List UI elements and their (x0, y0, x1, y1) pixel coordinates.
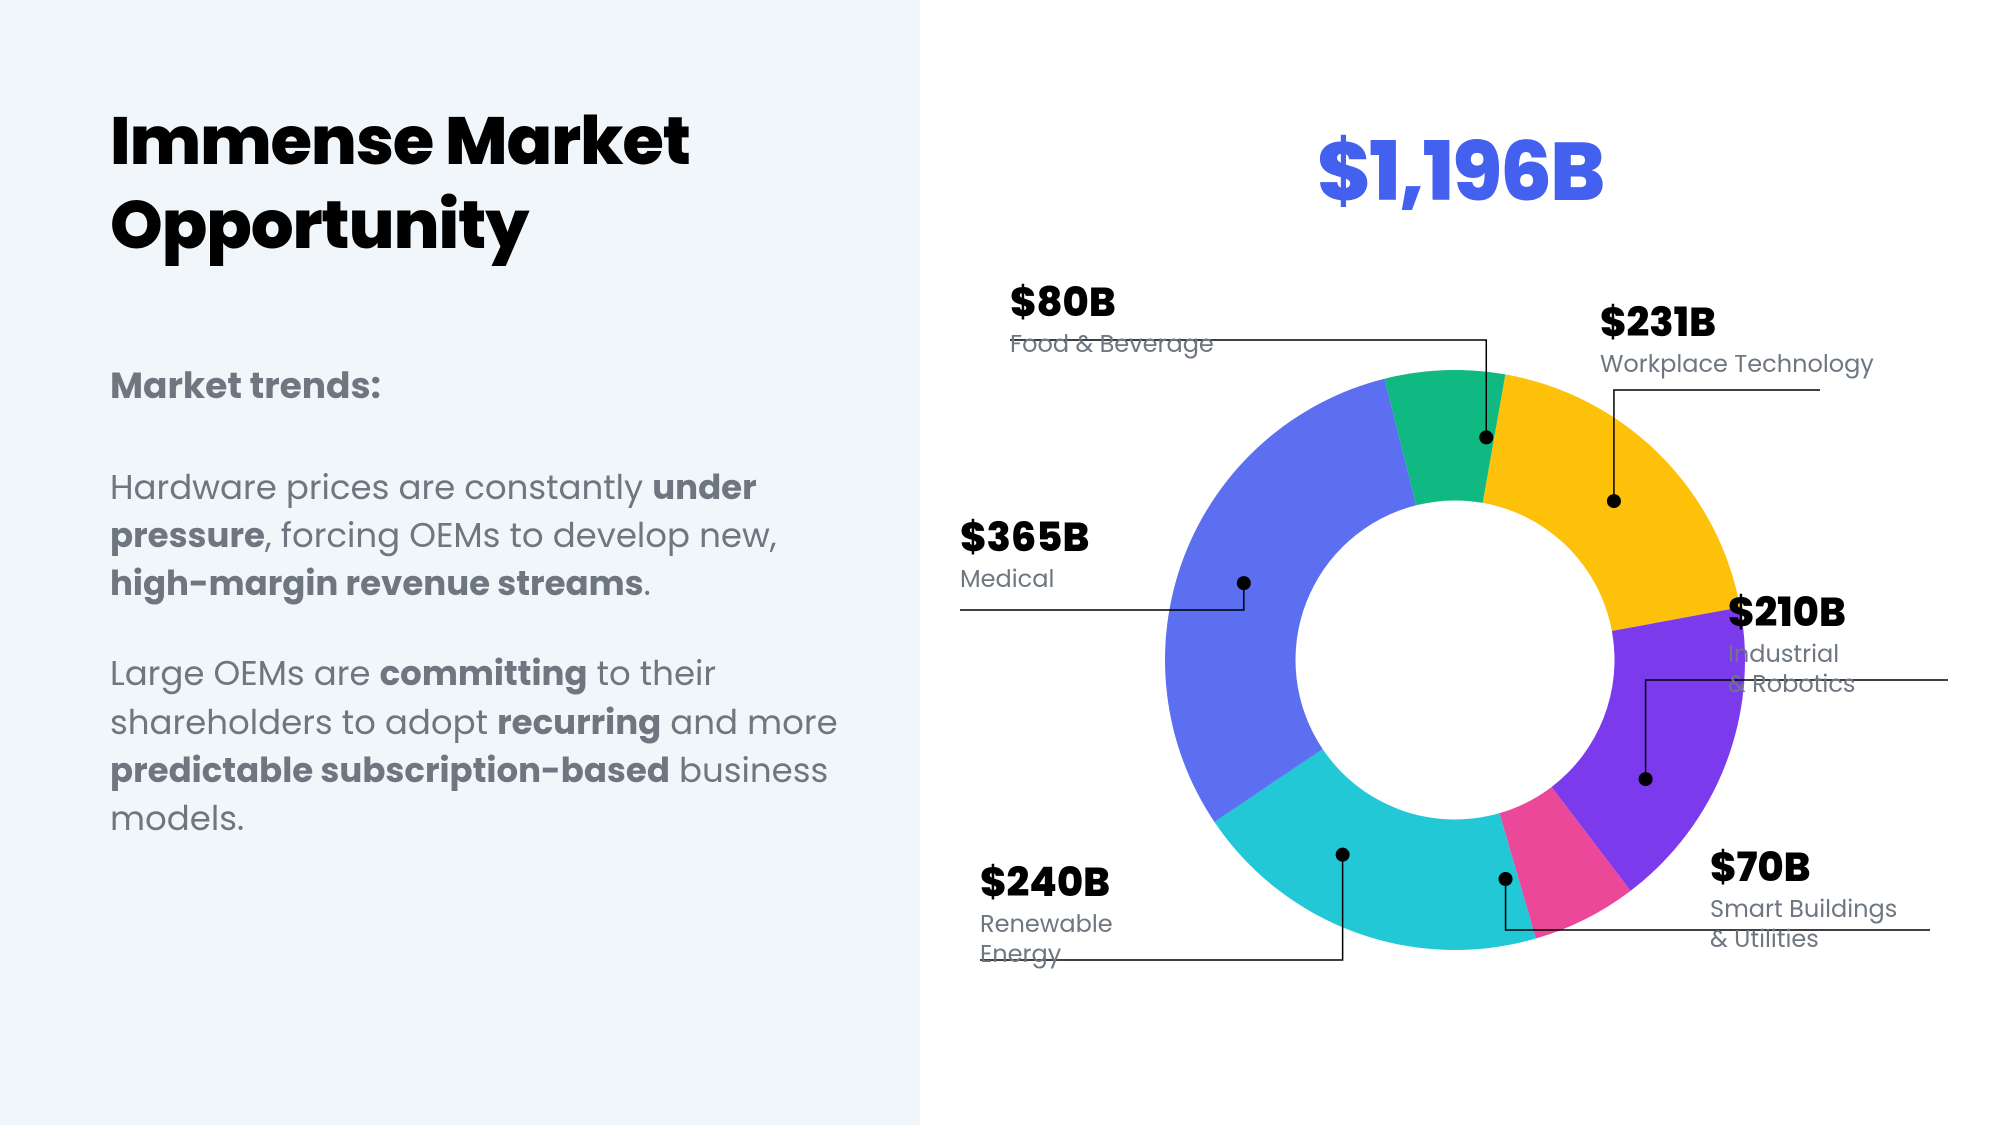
chart-label-value: $365B (960, 515, 1089, 559)
chart-label: $231B Workplace Technology (1600, 300, 1874, 380)
chart-label-name: Food & Beverage (1010, 330, 1214, 360)
donut-slice (1165, 379, 1416, 822)
chart-label-name: RenewableEnergy (980, 910, 1113, 970)
chart-label-value: $80B (1010, 280, 1214, 324)
chart-area: $231B Workplace Technology $210B Industrial… (920, 260, 2000, 1125)
chart-label-name: Workplace Technology (1600, 350, 1874, 380)
right-panel: $1,196B $231B Workplace Technology $210B In… (920, 0, 2000, 1125)
chart-label: $240B RenewableEnergy (980, 860, 1113, 970)
chart-label-value: $210B (1728, 590, 1855, 634)
chart-label-value: $240B (980, 860, 1113, 904)
trends-label: Market trends: (110, 358, 840, 413)
slide-container: Immense Market Opportunity Market trends… (0, 0, 2000, 1125)
donut-chart (1165, 370, 1745, 950)
paragraph-1: Hardware prices are constantly under pre… (110, 463, 840, 608)
chart-label: $70B Smart Buildings& Utilities (1710, 845, 1897, 955)
chart-label: $210B Industrial& Robotics (1728, 590, 1855, 700)
chart-label-name: Industrial& Robotics (1728, 640, 1855, 700)
chart-label: $365B Medical (960, 515, 1089, 595)
donut-slice (1483, 374, 1740, 631)
chart-label: $80B Food & Beverage (1010, 280, 1214, 360)
chart-label-value: $70B (1710, 845, 1897, 889)
paragraph-2: Large OEMs are committing to their share… (110, 649, 840, 842)
chart-label-name: Smart Buildings& Utilities (1710, 895, 1897, 955)
left-panel: Immense Market Opportunity Market trends… (0, 0, 920, 1125)
total-value: $1,196B (1317, 110, 1603, 233)
chart-label-name: Medical (960, 565, 1089, 595)
chart-label-value: $231B (1600, 300, 1874, 344)
slide-title: Immense Market Opportunity (110, 100, 840, 268)
